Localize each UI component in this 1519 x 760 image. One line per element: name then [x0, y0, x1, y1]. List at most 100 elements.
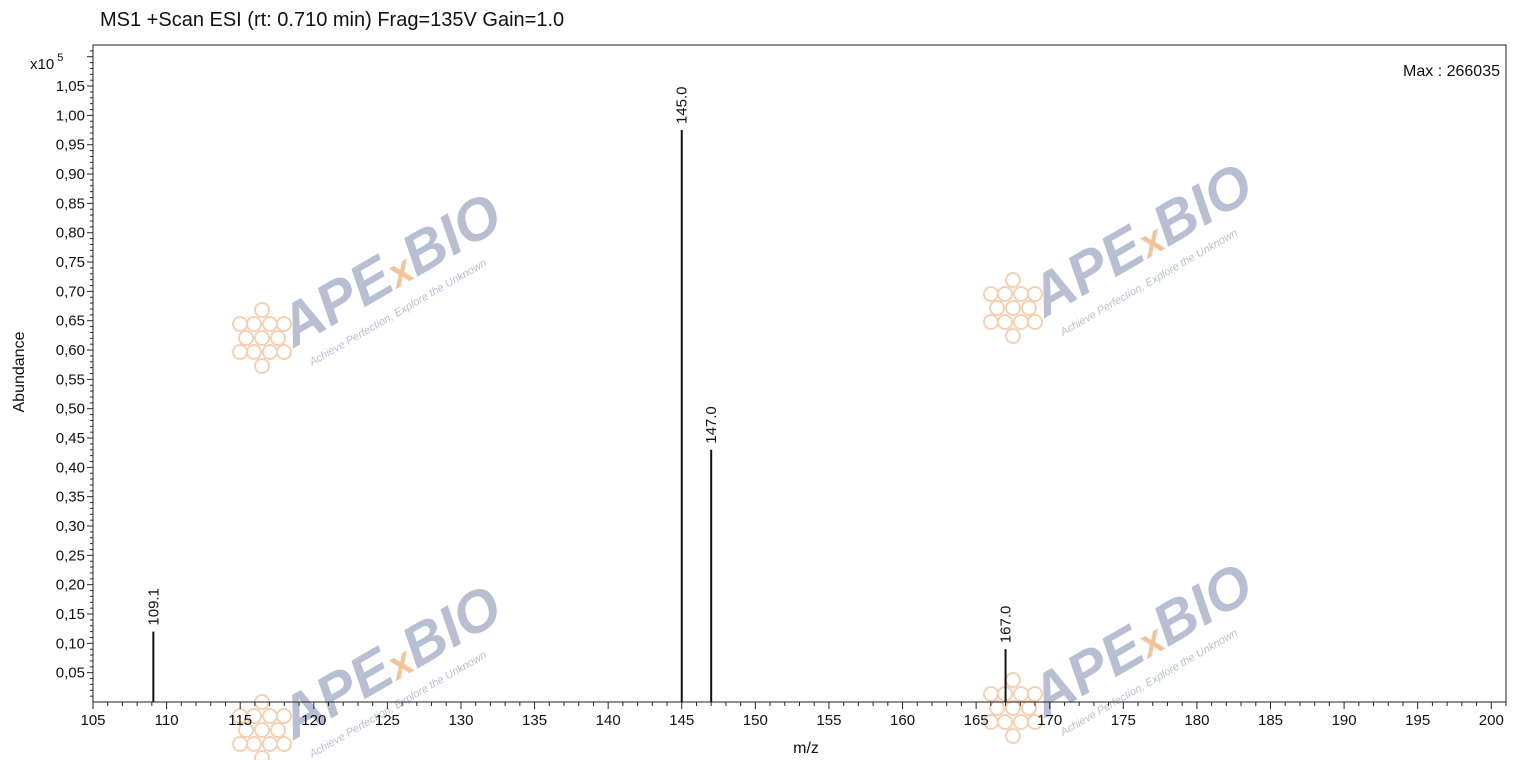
- logo-dot: [262, 316, 278, 332]
- logo-dot: [254, 750, 270, 760]
- logo-dot: [232, 736, 248, 752]
- y-tick-label: 0,90: [56, 166, 85, 183]
- x-axis: 105 110 115 120 125 130 135 140 145 150 155 160 165 1…: [80, 702, 1507, 729]
- logo-dot: [254, 302, 270, 318]
- logo-dot: [1013, 314, 1029, 330]
- y-tick-label: 0,05: [56, 665, 85, 682]
- logo-dot: [246, 344, 262, 360]
- logo-dot: [989, 700, 1005, 716]
- y-tick-label: 0,15: [56, 606, 85, 623]
- y-tick-label: 0,85: [56, 195, 85, 212]
- y-tick-label: 1,05: [56, 78, 85, 95]
- x-tick-label: 140: [596, 712, 621, 729]
- y-tick-label: 0,70: [56, 283, 85, 300]
- logo-dot: [1013, 686, 1029, 702]
- y-tick-label: 0,95: [56, 137, 85, 154]
- y-tick-label: 0,25: [56, 547, 85, 564]
- y-tick-label: 0,30: [56, 518, 85, 535]
- x-tick-label: 180: [1184, 712, 1209, 729]
- x-tick-label: 155: [816, 712, 841, 729]
- logo-dot: [983, 286, 999, 302]
- y-tick-label: 0,20: [56, 577, 85, 594]
- x-tick-label: 200: [1479, 712, 1504, 729]
- logo-dot: [1021, 300, 1037, 316]
- y-tick-label: 1,00: [56, 107, 85, 124]
- x-tick-label: 135: [522, 712, 547, 729]
- logo-dot: [276, 736, 292, 752]
- logo-dot: [238, 722, 254, 738]
- plot-frame: [92, 44, 1507, 703]
- chart-title: MS1 +Scan ESI (rt: 0.710 min) Frag=135V …: [100, 9, 564, 31]
- logo-dot: [276, 316, 292, 332]
- logo-dot: [232, 316, 248, 332]
- logo-dot: [246, 316, 262, 332]
- x-tick-label: 115: [228, 712, 252, 729]
- peak-label: 167.0: [998, 606, 1015, 644]
- logo-dot: [1005, 728, 1021, 744]
- y-multiplier: x10 5: [30, 52, 63, 73]
- logo-dot: [1013, 286, 1029, 302]
- logo-dot: [1027, 686, 1043, 702]
- molecule-logo-icon: [232, 302, 292, 374]
- logo-dot: [276, 708, 292, 724]
- logo-dot: [276, 344, 292, 360]
- logo-dot: [270, 330, 286, 346]
- peak-label: 109.1: [145, 588, 162, 626]
- y-tick-label: 0,45: [56, 430, 85, 447]
- logo-dot: [983, 686, 999, 702]
- y-axis-title: Abundance: [11, 331, 28, 412]
- y-axis: 0,05 0,10 0,15 0,20 0,25 0,30 0,35 0,40 0,45 0,50…: [56, 50, 93, 697]
- logo-dot: [1005, 300, 1021, 316]
- logo-dot: [262, 736, 278, 752]
- logo-dot: [1027, 314, 1043, 330]
- logo-dot: [262, 344, 278, 360]
- logo-dot: [254, 330, 270, 346]
- y-tick-label: 0,75: [56, 254, 85, 271]
- x-tick-label: 185: [1258, 712, 1283, 729]
- logo-dot: [238, 330, 254, 346]
- logo-dot: [997, 286, 1013, 302]
- logo-dot: [989, 300, 1005, 316]
- logo-dot: [1005, 700, 1021, 716]
- y-tick-label: 0,50: [56, 401, 85, 418]
- logo-dot: [254, 358, 270, 374]
- x-tick-label: 195: [1405, 712, 1430, 729]
- peak-series: 109.1 145.0 147.0 167.0: [145, 87, 1015, 702]
- logo-dot: [262, 708, 278, 724]
- x-tick-label: 120: [301, 712, 326, 729]
- y-tick-label: 0,40: [56, 459, 85, 476]
- logo-dot: [983, 714, 999, 730]
- logo-dot: [1005, 272, 1021, 288]
- logo-dot: [1013, 714, 1029, 730]
- x-tick-label: 160: [890, 712, 915, 729]
- logo-dot: [1021, 700, 1037, 716]
- x-tick-label: 170: [1037, 712, 1062, 729]
- logo-dot: [1027, 286, 1043, 302]
- y-tick-label: 0,35: [56, 489, 85, 506]
- logo-dot: [246, 736, 262, 752]
- y-tick-label: 0,10: [56, 635, 85, 652]
- x-tick-label: 175: [1111, 712, 1136, 729]
- peak-label: 147.0: [703, 406, 720, 444]
- logo-dot: [997, 714, 1013, 730]
- x-tick-label: 145: [669, 712, 694, 729]
- logo-dot: [254, 722, 270, 738]
- x-tick-label: 110: [155, 712, 179, 729]
- logo-dot: [232, 344, 248, 360]
- logo-dot: [1027, 714, 1043, 730]
- y-tick-label: 0,80: [56, 225, 85, 242]
- molecule-logo-icon: [983, 672, 1043, 744]
- x-tick-label: 105: [80, 712, 105, 729]
- peak-label: 145.0: [674, 87, 691, 125]
- logo-dot: [983, 314, 999, 330]
- x-axis-title: m/z: [793, 740, 819, 757]
- x-tick-label: 190: [1332, 712, 1357, 729]
- logo-dot: [270, 722, 286, 738]
- y-tick-label: 0,65: [56, 313, 85, 330]
- y-tick-label: 0,55: [56, 371, 85, 388]
- x-tick-label: 125: [375, 712, 400, 729]
- logo-dot: [1005, 672, 1021, 688]
